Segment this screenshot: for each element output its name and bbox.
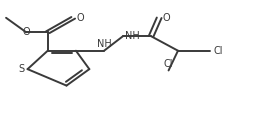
Text: O: O: [162, 13, 170, 23]
Text: O: O: [76, 13, 84, 23]
Text: S: S: [19, 64, 25, 74]
Text: NH: NH: [97, 39, 112, 49]
Text: NH: NH: [125, 31, 140, 41]
Text: Cl: Cl: [164, 59, 173, 69]
Text: Cl: Cl: [213, 46, 223, 56]
Text: O: O: [22, 27, 30, 37]
